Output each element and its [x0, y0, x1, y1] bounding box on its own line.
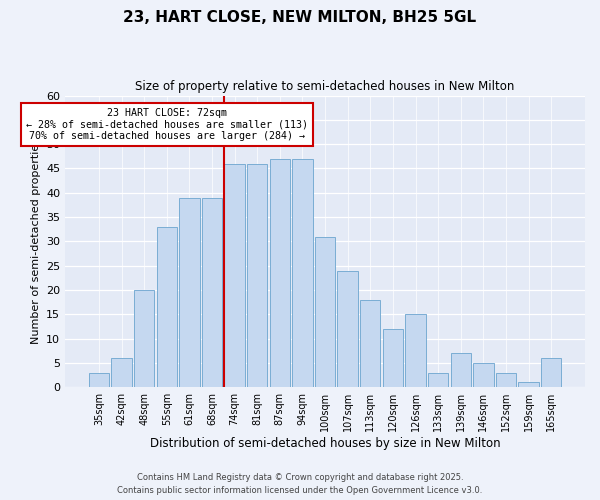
- Bar: [541, 358, 562, 387]
- Bar: [451, 353, 471, 387]
- Bar: [518, 382, 539, 387]
- Y-axis label: Number of semi-detached properties: Number of semi-detached properties: [31, 138, 41, 344]
- Text: 23 HART CLOSE: 72sqm
← 28% of semi-detached houses are smaller (113)
70% of semi: 23 HART CLOSE: 72sqm ← 28% of semi-detac…: [26, 108, 308, 141]
- Bar: [202, 198, 222, 387]
- Bar: [383, 329, 403, 387]
- Bar: [292, 158, 313, 387]
- Bar: [134, 290, 154, 387]
- Bar: [112, 358, 131, 387]
- Bar: [269, 158, 290, 387]
- Bar: [406, 314, 425, 387]
- Bar: [315, 236, 335, 387]
- Text: 23, HART CLOSE, NEW MILTON, BH25 5GL: 23, HART CLOSE, NEW MILTON, BH25 5GL: [124, 10, 476, 25]
- Bar: [473, 363, 494, 387]
- Bar: [360, 300, 380, 387]
- Bar: [224, 164, 245, 387]
- Title: Size of property relative to semi-detached houses in New Milton: Size of property relative to semi-detach…: [136, 80, 515, 93]
- Bar: [496, 372, 516, 387]
- Bar: [428, 372, 448, 387]
- Text: Contains HM Land Registry data © Crown copyright and database right 2025.
Contai: Contains HM Land Registry data © Crown c…: [118, 474, 482, 495]
- Bar: [89, 372, 109, 387]
- Bar: [157, 227, 177, 387]
- Bar: [179, 198, 200, 387]
- X-axis label: Distribution of semi-detached houses by size in New Milton: Distribution of semi-detached houses by …: [150, 437, 500, 450]
- Bar: [337, 270, 358, 387]
- Bar: [247, 164, 268, 387]
